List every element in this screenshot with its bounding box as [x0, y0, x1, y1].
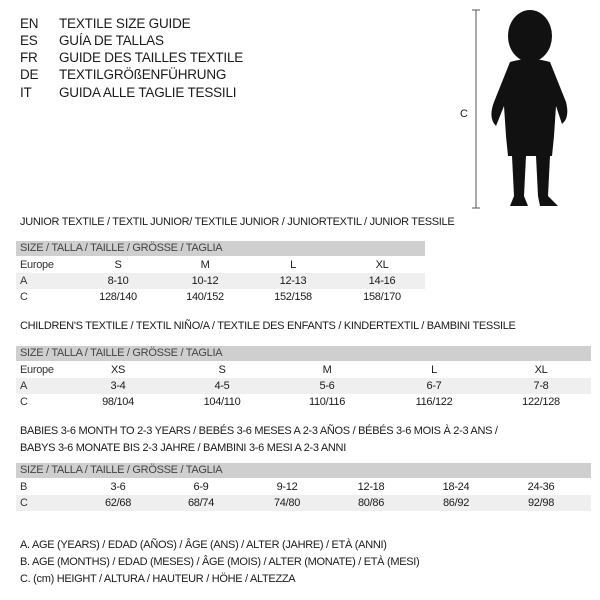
table-row: Europe S M L XL: [20, 259, 389, 271]
lang-es: ES GUÍA DE TALLAS: [20, 33, 164, 48]
children-size-table: SIZE / TALLA / TAILLE / GRÖSSE / TAGLIA …: [16, 346, 591, 410]
table-header: SIZE / TALLA / TAILLE / GRÖSSE / TAGLIA: [16, 241, 425, 256]
table-row: Europe XS S M L XL: [20, 364, 548, 376]
lang-en: EN TEXTILE SIZE GUIDE: [20, 16, 191, 31]
babies-title-line2: BABYS 3-6 MONATE BIS 2-3 JAHRE / BAMBINI…: [20, 442, 346, 454]
babies-title-line1: BABIES 3-6 MONTH TO 2-3 YEARS / BEBÉS 3-…: [20, 425, 498, 437]
table-row: B 3-6 6-9 9-12 12-18 18-24 24-36: [20, 481, 555, 493]
lang-it: IT GUIDA ALLE TAGLIE TESSILI: [20, 85, 237, 100]
children-title: CHILDREN'S TEXTILE / TEXTIL NIÑO/A / TEX…: [20, 320, 516, 332]
table-row: C 62/68 68/74 74/80 80/86 86/92 92/98: [16, 495, 591, 511]
legend-a: A. AGE (YEARS) / EDAD (AÑOS) / ÂGE (ANS)…: [20, 539, 387, 551]
babies-size-table: SIZE / TALLA / TAILLE / GRÖSSE / TAGLIA …: [16, 463, 591, 511]
lang-de: DE TEXTILGRÖßENFÜHRUNG: [20, 67, 227, 82]
table-row: A 8-10 10-12 12-13 14-16: [16, 273, 425, 289]
lang-fr: FR GUIDE DES TAILLES TEXTILE: [20, 50, 244, 65]
legend-b: B. AGE (MONTHS) / EDAD (MESES) / ÂGE (MO…: [20, 556, 420, 568]
table-row: A 3-4 4-5 5-6 6-7 7-8: [16, 378, 591, 394]
legend-c: C. (cm) HEIGHT / ALTURA / HAUTEUR / HÖHE…: [20, 573, 296, 585]
table-row: C 98/104 104/110 110/116 116/122 122/128: [20, 396, 560, 408]
table-header: SIZE / TALLA / TAILLE / GRÖSSE / TAGLIA: [16, 346, 591, 361]
child-silhouette-icon: [472, 9, 568, 209]
measure-label: C: [460, 108, 468, 120]
junior-title: JUNIOR TEXTILE / TEXTIL JUNIOR/ TEXTILE …: [20, 216, 455, 228]
junior-size-table: SIZE / TALLA / TAILLE / GRÖSSE / TAGLIA …: [16, 241, 425, 305]
table-header: SIZE / TALLA / TAILLE / GRÖSSE / TAGLIA: [16, 463, 591, 478]
table-row: C 128/140 140/152 152/158 158/170: [20, 291, 401, 303]
